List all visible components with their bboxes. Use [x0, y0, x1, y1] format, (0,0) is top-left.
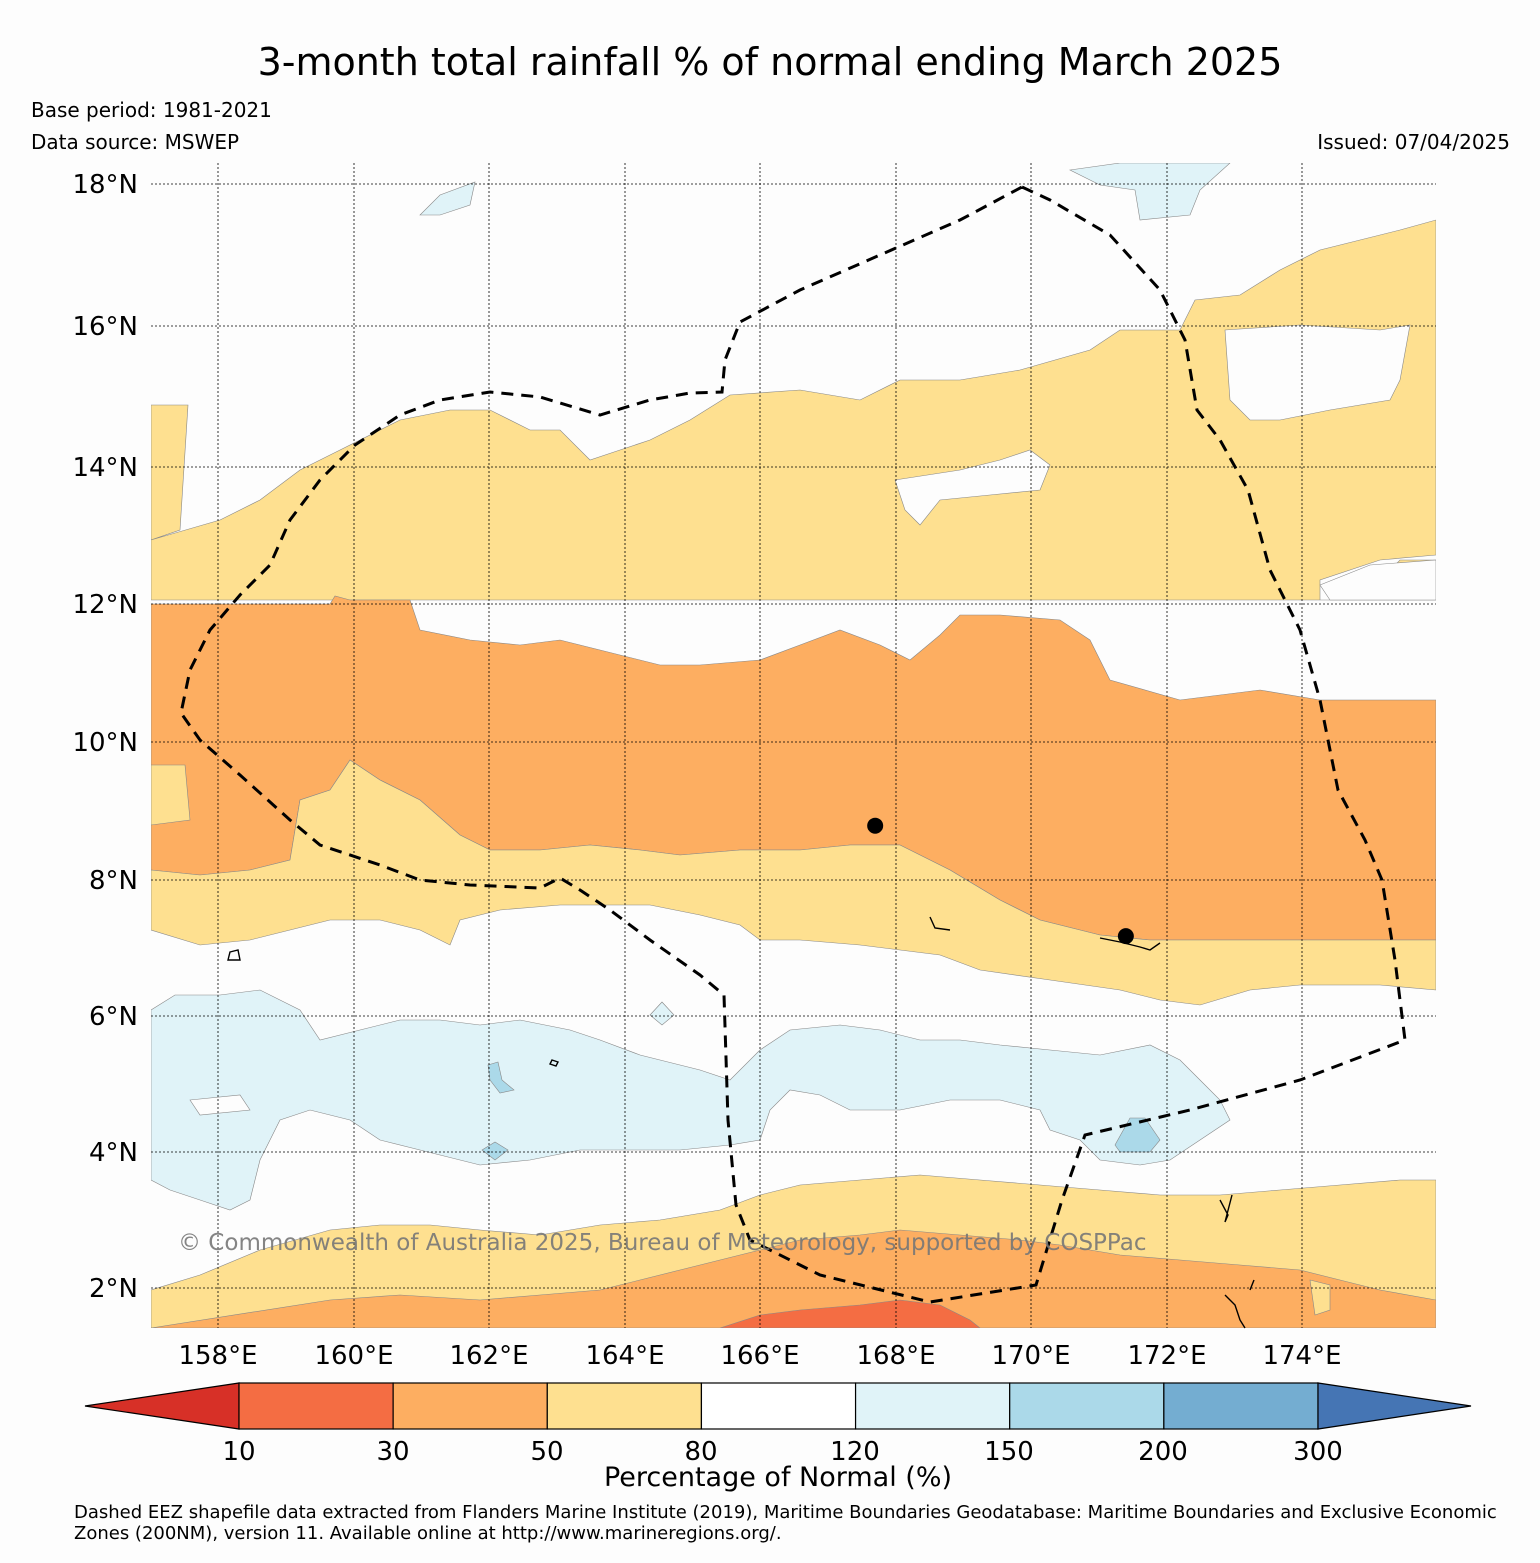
lat-label-12n: 12°N [72, 590, 138, 620]
colorbar-segment-2 [546, 1382, 703, 1430]
colorbar-segment-3 [700, 1382, 857, 1430]
rainfall-bands [151, 163, 1436, 1328]
station-marker-1 [1117, 928, 1134, 945]
base-period-label: Base period: 1981-2021 [31, 98, 272, 122]
colorbar-segments [84, 1382, 1472, 1430]
cbar-tick-10: 10 [222, 1437, 255, 1467]
longitude-labels: 158°E 160°E 162°E 164°E 166°E 168°E 170°… [178, 1341, 1341, 1371]
lat-label-4n: 4°N [89, 1138, 138, 1168]
station-marker-0 [867, 817, 884, 834]
colorbar-extend-low [84, 1382, 240, 1430]
latitude-labels: 18°N 16°N 14°N 12°N 10°N 8°N 6°N 4°N 2°N [72, 170, 138, 1304]
cbar-tick-300: 300 [1293, 1437, 1343, 1467]
lat-label-14n: 14°N [72, 453, 138, 483]
eez-boundary [179, 185, 1407, 1304]
cbar-tick-120: 120 [830, 1437, 880, 1467]
island-coastlines [227, 916, 1255, 1329]
cbar-tick-30: 30 [376, 1437, 409, 1467]
colorbar-tick-labels: 10 30 50 80 120 150 200 300 [222, 1437, 1342, 1467]
lat-label-6n: 6°N [89, 1002, 138, 1032]
lon-label-170e: 170°E [991, 1341, 1070, 1371]
lon-label-172e: 172°E [1127, 1341, 1206, 1371]
lat-label-18n: 18°N [72, 170, 138, 200]
copyright-watermark: © Commonwealth of Australia 2025, Bureau… [178, 1230, 1147, 1256]
colorbar-segment-1 [392, 1382, 548, 1430]
cbar-tick-50: 50 [530, 1437, 563, 1467]
lat-label-8n: 8°N [89, 866, 138, 896]
data-source-label: Data source: MSWEP [31, 130, 240, 154]
colorbar-extend-high [1317, 1382, 1472, 1430]
lon-label-174e: 174°E [1262, 1341, 1341, 1371]
lon-label-158e: 158°E [178, 1341, 257, 1371]
station-markers [867, 817, 1134, 945]
colorbar-segment-6 [1163, 1382, 1319, 1430]
colorbar-segment-0 [238, 1382, 394, 1430]
lat-label-2n: 2°N [89, 1274, 138, 1304]
colorbar-label: Percentage of Normal (%) [603, 1462, 953, 1493]
lon-label-164e: 164°E [585, 1341, 664, 1371]
chart-title: 3-month total rainfall % of normal endin… [257, 40, 1283, 84]
cbar-tick-200: 200 [1138, 1437, 1188, 1467]
cbar-tick-150: 150 [984, 1437, 1034, 1467]
rainfall-map: 18°N 16°N 14°N 12°N 10°N 8°N 6°N 4°N 2°N… [72, 163, 1436, 1371]
lon-label-162e: 162°E [449, 1341, 528, 1371]
lon-label-160e: 160°E [314, 1341, 393, 1371]
colorbar-segment-4 [854, 1382, 1011, 1430]
lon-label-168e: 168°E [856, 1341, 935, 1371]
lat-label-10n: 10°N [72, 728, 138, 758]
lat-label-16n: 16°N [72, 312, 138, 342]
lon-label-166e: 166°E [720, 1341, 799, 1371]
footer-attribution: Dashed EEZ shapefile data extracted from… [74, 1502, 1497, 1544]
colorbar-segment-5 [1009, 1382, 1165, 1430]
issued-date-label: Issued: 07/04/2025 [1317, 130, 1510, 154]
cbar-tick-80: 80 [684, 1437, 717, 1467]
